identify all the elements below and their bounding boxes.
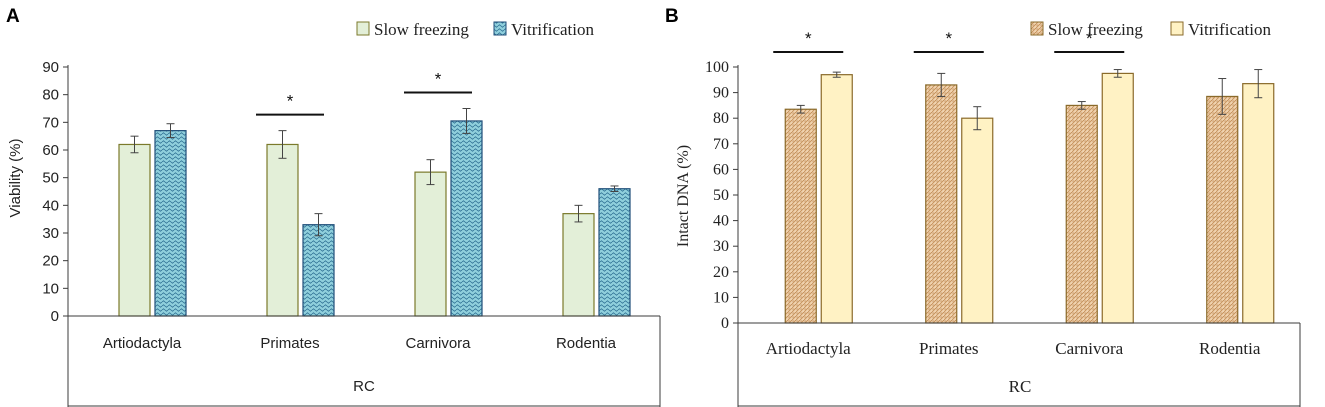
error-bar-vitrification-artiodactyla xyxy=(832,71,841,78)
category-label-carnivora: Carnivora xyxy=(1055,339,1123,358)
bar-slow-freezing-rodentia xyxy=(562,213,595,317)
y-tick-label: 60 xyxy=(713,161,729,178)
y-tick-label: 0 xyxy=(721,315,729,332)
legend-label-vitrification: Vitrification xyxy=(1188,20,1272,39)
y-tick-label: 0 xyxy=(51,308,59,325)
error-bar-vitrification-rodentia xyxy=(610,185,619,192)
category-label-primates: Primates xyxy=(919,339,979,358)
bar-slow-freezing-primates xyxy=(925,84,958,324)
panel-b-letter: B xyxy=(665,6,679,27)
y-tick-label: 100 xyxy=(705,59,729,76)
panel-b: B Intact DNA (%) 0102030405060708090100 … xyxy=(665,6,1301,407)
error-bar-slow-freezing-rodentia xyxy=(574,204,583,223)
panel-b-legend: Slow freezing Vitrification xyxy=(1030,20,1272,39)
panel-a-category-labels: Artiodactyla Primates Carnivora Rodentia xyxy=(103,335,617,352)
y-tick-label: 30 xyxy=(42,225,59,242)
category-label-artiodactyla: Artiodactyla xyxy=(766,339,851,358)
error-bar-slow-freezing-primates xyxy=(278,130,287,159)
y-tick-label: 40 xyxy=(42,197,59,214)
error-bar-vitrification-carnivora xyxy=(462,108,471,134)
error-bar-slow-freezing-carnivora xyxy=(426,159,435,186)
panel-a-letter: A xyxy=(6,6,20,27)
category-label-primates: Primates xyxy=(260,335,319,352)
error-bar-vitrification-carnivora xyxy=(1113,69,1122,78)
panel-a-legend: Slow freezing Vitrification xyxy=(356,20,595,39)
panel-a-significance: ** xyxy=(256,70,472,116)
error-bar-slow-freezing-primates xyxy=(937,72,946,97)
y-tick-label: 70 xyxy=(713,136,729,153)
legend-swatch-slow-freezing xyxy=(1030,21,1044,36)
error-bar-vitrification-primates xyxy=(973,106,982,131)
panel-a-x-group-label: RC xyxy=(353,378,375,395)
y-tick-label: 20 xyxy=(42,253,59,270)
error-bar-vitrification-artiodactyla xyxy=(166,123,175,139)
error-bar-slow-freezing-carnivora xyxy=(1077,101,1086,110)
category-label-artiodactyla: Artiodactyla xyxy=(103,335,182,352)
bar-slow-freezing-carnivora xyxy=(1065,104,1098,324)
panel-b-y-axis-label: Intact DNA (%) xyxy=(675,145,692,247)
bar-vitrification-carnivora xyxy=(1101,72,1134,324)
panel-b-x-group-label: RC xyxy=(1009,377,1032,396)
panel-b-significance: * * * xyxy=(773,29,1125,53)
y-tick-label: 90 xyxy=(42,59,59,76)
y-tick-label: 10 xyxy=(713,289,729,306)
category-label-rodentia: Rodentia xyxy=(556,335,617,352)
bar-vitrification-carnivora xyxy=(450,120,483,317)
panel-b-y-ticks: 0 10 20 30 40 50 60 70 80 90 100 xyxy=(705,59,738,332)
error-bar-slow-freezing-artiodactyla xyxy=(130,135,139,154)
bar-slow-freezing-primates xyxy=(266,143,299,317)
panel-a-y-axis-label: Viability (%) xyxy=(7,139,24,218)
y-tick-label: 60 xyxy=(42,142,59,159)
panel-a-bars xyxy=(118,120,631,317)
bar-slow-freezing-artiodactyla xyxy=(118,143,151,317)
panel-a-axes xyxy=(67,65,661,407)
bar-vitrification-rodentia xyxy=(1242,83,1275,324)
significance-marker-carnivora: * xyxy=(435,70,442,89)
significance-marker-artiodactyla: * xyxy=(805,29,812,48)
bar-vitrification-primates xyxy=(961,117,994,324)
y-tick-label: 70 xyxy=(42,114,59,131)
legend-swatch-slow-freezing xyxy=(356,21,370,36)
y-tick-label: 50 xyxy=(713,187,729,204)
y-tick-label: 80 xyxy=(42,87,59,104)
y-tick-label: 50 xyxy=(42,170,59,187)
error-bar-slow-freezing-artiodactyla xyxy=(796,104,805,114)
significance-marker-primates: * xyxy=(287,92,294,111)
category-label-carnivora: Carnivora xyxy=(405,335,471,352)
legend-label-vitrification: Vitrification xyxy=(511,20,595,39)
legend-swatch-vitrification xyxy=(493,21,507,36)
bar-vitrification-artiodactyla xyxy=(820,74,853,324)
legend-label-slow-freezing: Slow freezing xyxy=(374,20,469,39)
bar-slow-freezing-carnivora xyxy=(414,171,447,317)
panel-b-bars xyxy=(784,72,1275,324)
bar-slow-freezing-artiodactyla xyxy=(784,108,817,324)
panel-b-category-labels: Artiodactyla Primates Carnivora Rodentia xyxy=(766,339,1261,358)
panel-b-axes xyxy=(737,65,1301,407)
panel-a-error-bars xyxy=(130,108,619,237)
bar-vitrification-rodentia xyxy=(598,188,631,317)
bar-vitrification-artiodactyla xyxy=(154,130,187,317)
y-tick-label: 20 xyxy=(713,264,729,281)
significance-marker-carnivora: * xyxy=(1086,29,1093,48)
legend-label-slow-freezing: Slow freezing xyxy=(1048,20,1143,39)
category-label-rodentia: Rodentia xyxy=(1199,339,1261,358)
panel-b-error-bars xyxy=(796,69,1263,131)
y-tick-label: 30 xyxy=(713,238,729,255)
significance-marker-primates: * xyxy=(945,29,952,48)
panel-a-y-ticks: 0 10 20 30 40 50 60 70 80 90 xyxy=(42,59,68,325)
legend-swatch-vitrification xyxy=(1170,21,1184,36)
y-tick-label: 80 xyxy=(713,110,729,127)
error-bar-vitrification-primates xyxy=(314,213,323,237)
error-bar-slow-freezing-rodentia xyxy=(1218,78,1227,115)
y-tick-label: 40 xyxy=(713,213,729,230)
y-tick-label: 10 xyxy=(42,280,59,297)
bar-slow-freezing-rodentia xyxy=(1206,95,1239,324)
y-tick-label: 90 xyxy=(713,85,729,102)
bar-vitrification-primates xyxy=(302,224,335,317)
error-bar-vitrification-rodentia xyxy=(1254,69,1263,99)
